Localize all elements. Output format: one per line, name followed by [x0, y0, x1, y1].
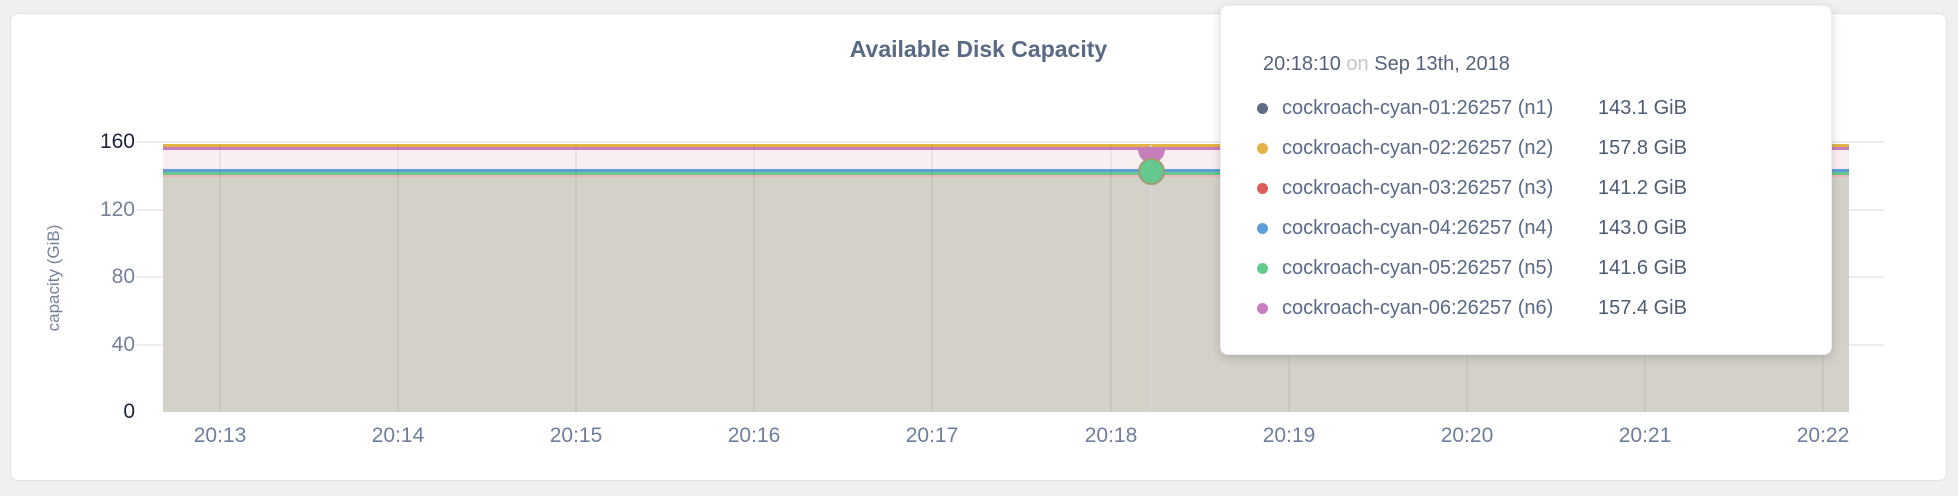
tooltip-conjunction: on	[1346, 53, 1369, 75]
tooltip-row: cockroach-cyan-02:26257 (n2) 157.8 GiB	[1257, 128, 1801, 168]
y-tick-0: 0	[123, 400, 135, 423]
x-tick: 20:13	[193, 424, 247, 447]
series-name: cockroach-cyan-01:26257 (n1)	[1282, 96, 1554, 119]
series-dot-n4	[1257, 222, 1268, 234]
gridline-v	[219, 145, 221, 412]
tooltip-time: 20:18:10	[1263, 53, 1341, 75]
series-name: cockroach-cyan-02:26257 (n2)	[1282, 136, 1554, 159]
series-line-n3	[163, 175, 1849, 177]
series-name: cockroach-cyan-04:26257 (n4)	[1282, 216, 1554, 239]
y-tick-160: 160	[99, 130, 135, 153]
series-value: 143.1 GiB	[1598, 96, 1687, 119]
series-value: 157.8 GiB	[1598, 136, 1687, 159]
x-tick: 20:20	[1440, 424, 1494, 447]
x-tick: 20:15	[549, 424, 603, 447]
series-value: 141.2 GiB	[1598, 176, 1687, 199]
tooltip-rows: cockroach-cyan-01:26257 (n1) 143.1 GiB c…	[1257, 88, 1801, 328]
series-name: cockroach-cyan-05:26257 (n5)	[1282, 256, 1554, 279]
y-tick-80: 80	[111, 265, 135, 288]
tooltip-row: cockroach-cyan-03:26257 (n3) 141.2 GiB	[1257, 168, 1801, 208]
x-tick: 20:19	[1262, 424, 1316, 447]
tooltip-row: cockroach-cyan-05:26257 (n5) 141.6 GiB	[1257, 248, 1801, 288]
series-dot-n3	[1257, 182, 1268, 194]
series-dot-n5	[1257, 262, 1268, 274]
tooltip-date: Sep 13th, 2018	[1374, 53, 1510, 75]
gridline-v	[753, 145, 755, 412]
series-name: cockroach-cyan-06:26257 (n6)	[1282, 296, 1554, 319]
series-line-n2	[163, 144, 1849, 147]
series-line-n4	[163, 169, 1849, 172]
series-value: 143.0 GiB	[1598, 216, 1687, 239]
chart-title: Available Disk Capacity	[849, 36, 1108, 62]
gridline-v	[397, 145, 399, 412]
hover-point-n5	[1138, 158, 1165, 185]
tooltip-header: 20:18:10 on Sep 13th, 2018	[1263, 50, 1801, 78]
series-dot-n2	[1257, 142, 1268, 154]
series-value: 141.6 GiB	[1598, 256, 1687, 279]
x-tick: 20:16	[727, 424, 781, 447]
x-tick: 20:14	[371, 424, 425, 447]
series-dot-n1	[1257, 102, 1268, 114]
series-name: cockroach-cyan-03:26257 (n3)	[1282, 176, 1554, 199]
tooltip-row: cockroach-cyan-04:26257 (n4) 143.0 GiB	[1257, 208, 1801, 248]
gridline-h	[137, 141, 1884, 143]
x-tick: 20:21	[1618, 424, 1672, 447]
tooltip-row: cockroach-cyan-06:26257 (n6) 157.4 GiB	[1257, 288, 1801, 328]
x-tick: 20:17	[905, 424, 959, 447]
hover-tooltip: 20:18:10 on Sep 13th, 2018 cockroach-cya…	[1220, 5, 1832, 355]
x-tick: 20:22	[1796, 424, 1850, 447]
y-tick-40: 40	[111, 333, 135, 356]
series-line-n5	[163, 172, 1849, 175]
hover-guideline	[1150, 145, 1152, 412]
gridline-v	[931, 145, 933, 412]
series-line-n6	[163, 147, 1849, 150]
series-value: 157.4 GiB	[1598, 296, 1687, 319]
gridline-v	[1110, 145, 1112, 412]
gridline-v	[575, 145, 577, 412]
series-dot-n6	[1257, 302, 1268, 314]
x-tick: 20:18	[1084, 424, 1138, 447]
y-tick-120: 120	[99, 198, 135, 221]
tooltip-row: cockroach-cyan-01:26257 (n1) 143.1 GiB	[1257, 88, 1801, 128]
